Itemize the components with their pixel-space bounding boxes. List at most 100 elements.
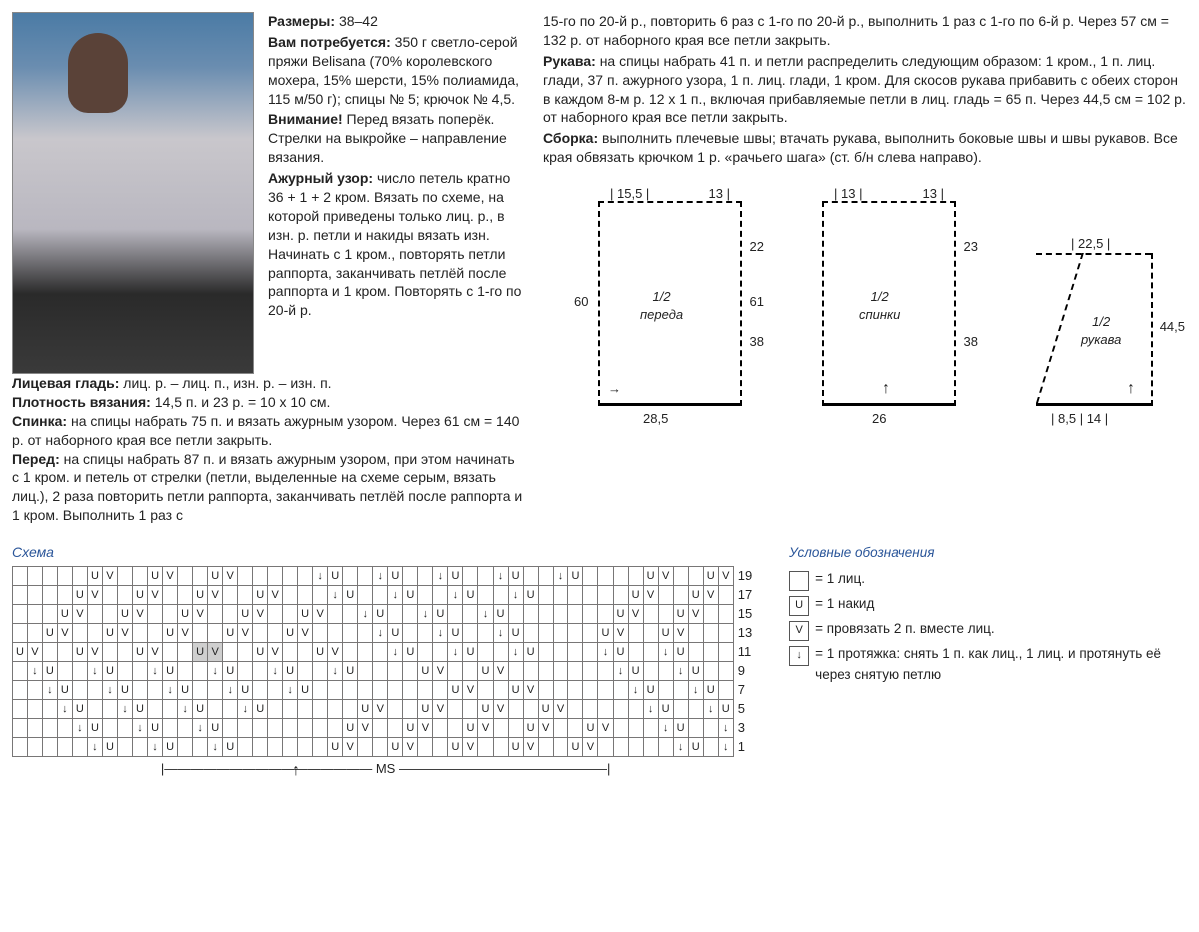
chart-cell [298,567,313,586]
chart-cell [28,738,43,757]
chart-cell [313,719,328,738]
chart-cell [102,719,117,738]
chart-cell [358,624,373,643]
chart-row-number: 9 [733,662,758,681]
chart-cell [388,700,403,719]
chart-cell: U [133,586,148,605]
chart-cell [28,605,43,624]
chart-cell: U [208,567,223,586]
chart-cell [628,719,643,738]
chart-cell [538,738,553,757]
schematic-back: | 13 | 13 | 23 38 1/2 спинки ↑ 26 [812,183,986,426]
chart-cell [508,662,523,681]
chart-cell [42,586,57,605]
chart-cell [553,605,568,624]
chart-cell [328,624,343,643]
chart-cell: U [388,567,403,586]
chart-cell [193,662,208,681]
chart-cell [238,643,253,662]
chart-cell: ↓ [313,567,328,586]
chart-cell [658,681,673,700]
chart-cell: ↓ [628,681,643,700]
chart-cell: V [523,681,538,700]
legend-text: = 1 лиц. [815,569,865,589]
chart-cell: V [373,700,388,719]
chart-cell [718,624,733,643]
chart-cell [703,738,718,757]
chart-cell: U [688,586,703,605]
chart-cell [268,624,283,643]
chart-cell [433,586,448,605]
chart-cell: U [613,605,628,624]
chart-cell: ↓ [643,700,658,719]
chart-cell [613,586,628,605]
chart-cell [388,605,403,624]
chart-cell [178,738,193,757]
chart-cell: ↓ [163,681,178,700]
chart-container: Схема UVUVUV↓U↓U↓U↓U↓UUVUV19UVUVUVUV↓U↓U… [12,543,759,777]
chart-cell: ↓ [373,567,388,586]
chart-cell: U [478,662,493,681]
chart-ms-row: ↑ |———————————————— MS ————————————————| [12,760,759,778]
sleeves-val: на спицы набрать 41 п. и петли распредел… [543,53,1186,126]
chart-cell: V [523,738,538,757]
chart-cell: U [463,719,478,738]
chart-row-number: 15 [733,605,758,624]
chart-cell [448,719,463,738]
stst-label: Лицевая гладь: [12,375,119,391]
chart-cell [343,624,358,643]
chart-cell [117,586,132,605]
chart-cell [658,605,673,624]
chart-cell: U [418,662,433,681]
chart-cell [87,624,102,643]
legend-symbol: U [789,596,809,616]
chart-cell: U [102,662,117,681]
chart-row-number: 19 [733,567,758,586]
chart-cell [598,586,613,605]
chart-cell: U [238,605,253,624]
chart-cell: V [403,738,418,757]
chart-cell [643,605,658,624]
chart-cell [718,586,733,605]
chart-cell: ↓ [433,624,448,643]
chart-cell [463,700,478,719]
chart-cell [358,662,373,681]
chart-cell [328,681,343,700]
chart-cell [133,681,148,700]
chart-row-number: 11 [733,643,758,662]
chart-row-number: 7 [733,681,758,700]
chart-cell [57,643,72,662]
chart-cell: ↓ [283,681,298,700]
chart-cell: U [193,700,208,719]
chart-cell [463,662,478,681]
chart-cell [433,719,448,738]
chart-cell [313,624,328,643]
chart-cell [553,738,568,757]
chart-cell: U [283,624,298,643]
chart-cell [583,662,598,681]
chart-cell: V [148,643,163,662]
chart-cell: U [133,643,148,662]
chart-cell: ↓ [553,567,568,586]
chart-cell [223,643,238,662]
chart-cell [283,700,298,719]
chart-cell: U [72,643,87,662]
chart-cell: ↓ [87,738,102,757]
legend-symbol [789,571,809,591]
chart-cell [373,662,388,681]
chart-cell [583,586,598,605]
chart-cell [568,624,583,643]
chart-cell: ↓ [493,567,508,586]
chart-cell: U [403,719,418,738]
materials-label: Вам потребуется: [268,34,391,50]
chart-cell [433,643,448,662]
chart-cell [28,681,43,700]
chart-cell: U [208,719,223,738]
chart-cell: U [223,738,238,757]
chart-cell [87,681,102,700]
chart-cell: U [508,738,523,757]
chart-cell [178,643,193,662]
chart-cell: V [117,624,132,643]
chart-cell: U [658,624,673,643]
chart-cell: V [102,567,117,586]
